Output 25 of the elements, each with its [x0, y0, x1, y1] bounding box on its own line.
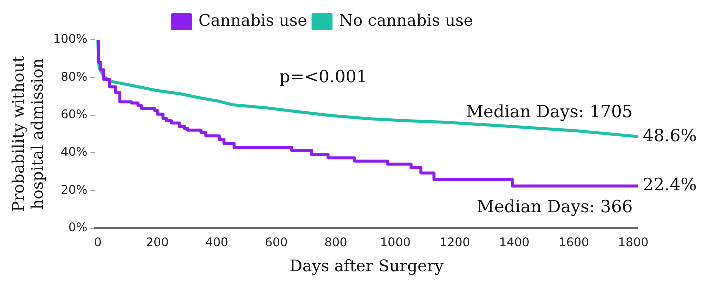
- y-tick-label: 100%: [53, 32, 88, 46]
- x-tick-label: 200: [146, 236, 170, 250]
- x-axis-title: Days after Surgery: [290, 256, 444, 276]
- legend-label: No cannabis use: [339, 11, 474, 30]
- x-tick-label: 1800: [618, 236, 649, 250]
- x-tick-label: 1600: [558, 236, 590, 250]
- x-tick-label: 400: [206, 236, 229, 250]
- legend-label: Cannabis use: [198, 11, 308, 30]
- y-axis-title: Probability without hospital admission: [8, 56, 47, 212]
- y-tick-label: 60%: [61, 107, 88, 122]
- x-tick-label: 0: [94, 236, 102, 250]
- annotation: Median Days: 1705: [466, 102, 633, 122]
- x-tick-label: 1000: [380, 236, 411, 250]
- x-tick-label: 1400: [499, 236, 530, 250]
- y-tick-label: 20%: [61, 182, 88, 197]
- annotation: 48.6%: [643, 126, 698, 146]
- y-tick-label: 0%: [68, 220, 88, 235]
- x-tick-label: 1200: [440, 236, 470, 250]
- annotation: 22.4%: [643, 176, 698, 196]
- y-tick-label: 40%: [61, 145, 88, 160]
- x-tick-label: 600: [265, 236, 288, 250]
- x-tick-label: 800: [324, 236, 348, 250]
- annotation: Median Days: 366: [477, 198, 633, 218]
- y-tick-label: 80%: [61, 70, 88, 84]
- annotation: p=<0.001: [279, 67, 368, 88]
